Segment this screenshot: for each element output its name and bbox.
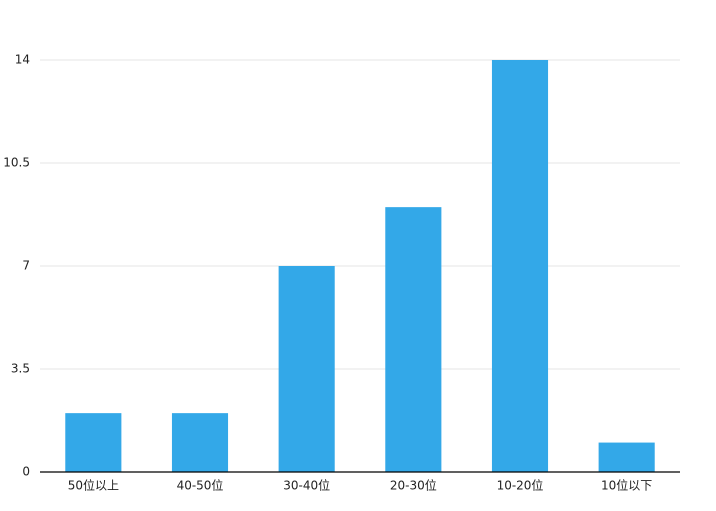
x-tick-label: 30-40位 bbox=[283, 478, 330, 493]
y-tick-label: 0 bbox=[22, 465, 30, 479]
bar bbox=[278, 266, 335, 472]
y-tick-label: 10.5 bbox=[3, 156, 30, 170]
x-tick-label: 40-50位 bbox=[177, 478, 224, 493]
bar bbox=[491, 60, 549, 472]
x-tick-label: 10-20位 bbox=[497, 478, 544, 493]
x-tick-label: 20-30位 bbox=[390, 478, 437, 493]
y-tick-label: 3.5 bbox=[11, 362, 30, 376]
bar bbox=[385, 207, 442, 472]
bar bbox=[598, 442, 655, 472]
bar bbox=[65, 413, 122, 472]
y-tick-label: 7 bbox=[22, 259, 30, 273]
y-tick-label: 14 bbox=[15, 53, 30, 67]
bar bbox=[171, 413, 229, 472]
x-tick-label: 50位以上 bbox=[68, 478, 119, 493]
x-tick-label: 10位以下 bbox=[601, 478, 652, 493]
